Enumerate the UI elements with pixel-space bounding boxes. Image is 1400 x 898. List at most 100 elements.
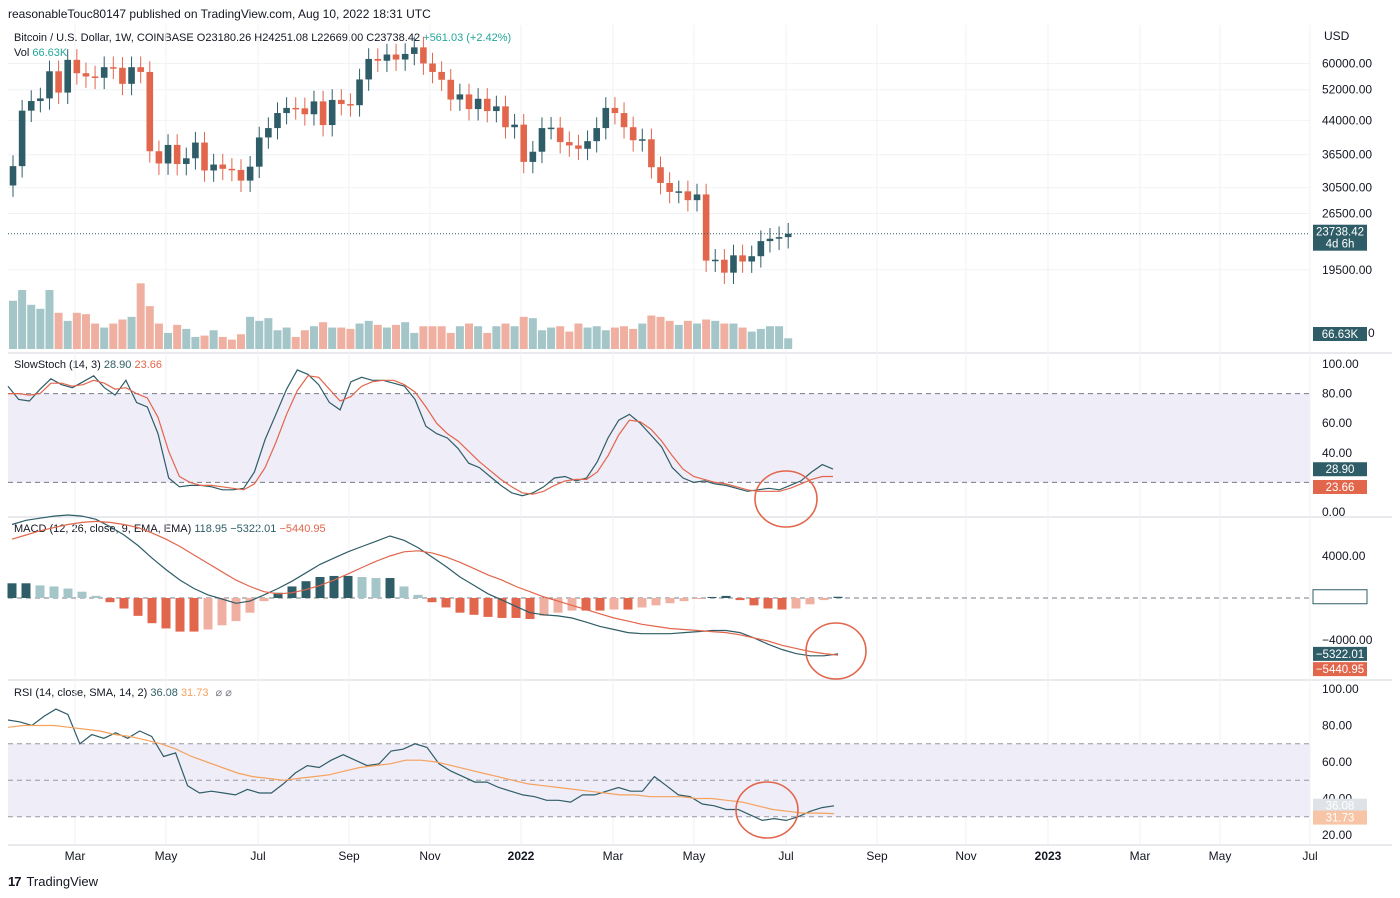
- stoch-d-tag-bg: [1313, 479, 1367, 494]
- candle-body: [201, 142, 208, 171]
- volume-bar: [328, 327, 337, 349]
- volume-value: 66.63K: [32, 47, 68, 59]
- candle-body: [164, 144, 172, 164]
- candle-body: [784, 233, 792, 238]
- volume-bar: [574, 323, 583, 349]
- candle-body: [228, 168, 236, 171]
- macd-hist-bar: [413, 594, 423, 598]
- candle-body: [292, 107, 300, 110]
- candle-body: [657, 167, 664, 183]
- rsi-tick-label: 20.00: [1322, 828, 1352, 842]
- published-header: reasonableTouc80147 published on Trading…: [8, 7, 431, 21]
- macd-hist-bar: [595, 598, 605, 611]
- candle-body: [55, 71, 62, 93]
- volume-axis-partial: 0: [1368, 326, 1375, 340]
- macd-hist-bar: [189, 598, 199, 632]
- macd-hist-bar: [581, 598, 591, 611]
- volume-bar: [227, 339, 236, 349]
- candle-body: [110, 67, 117, 69]
- candle-body: [547, 127, 555, 130]
- visibility-icons[interactable]: ⌀ ⌀: [215, 687, 232, 699]
- macd-hist-bar: [175, 598, 185, 632]
- stoch-legend[interactable]: SlowStoch (14, 3) 28.90 23.66: [14, 359, 162, 371]
- footer-brand-label: TradingView: [26, 874, 99, 889]
- price-legend[interactable]: Bitcoin / U.S. Dollar, 1W, COINBASE O231…: [14, 32, 511, 44]
- macd-hist-bar: [273, 592, 283, 598]
- candle-body: [82, 73, 90, 77]
- macd-hist-bar: [385, 578, 395, 598]
- candle-body: [511, 124, 518, 128]
- candle-body: [611, 107, 619, 114]
- volume-legend[interactable]: Vol 66.63K: [14, 47, 67, 59]
- macd-hist-bar: [105, 598, 115, 603]
- candle-body: [502, 106, 509, 128]
- candle-body: [693, 194, 701, 201]
- volume-bar: [209, 330, 218, 349]
- macd-hist-bar: [161, 598, 171, 629]
- macd-hist-bar: [735, 598, 745, 601]
- macd-title[interactable]: MACD (12, 26, close, 9, EMA, EMA): [14, 523, 192, 535]
- volume-bar: [419, 326, 428, 349]
- time-tick-label: May: [683, 849, 706, 863]
- candle-body: [711, 259, 719, 262]
- stoch-k-value: 28.90: [103, 359, 132, 371]
- macd-legend[interactable]: MACD (12, 26, close, 9, EMA, EMA) 118.95…: [14, 523, 326, 535]
- candle-body: [420, 47, 427, 64]
- volume-bar: [309, 326, 318, 349]
- stoch-tick-label: 0.00: [1322, 505, 1346, 519]
- macd-hist-bar: [553, 598, 563, 613]
- macd-hist-bar: [819, 598, 829, 601]
- volume-bar: [9, 300, 17, 349]
- candle-body: [265, 128, 272, 138]
- rsi-legend[interactable]: RSI (14, close, SMA, 14, 2) 36.08 31.73 …: [14, 686, 232, 699]
- footer-brand[interactable]: 17 TradingView: [8, 874, 98, 889]
- volume-bar: [346, 328, 355, 349]
- volume-bar: [191, 336, 200, 349]
- candle-body: [648, 139, 655, 168]
- candle-body: [410, 47, 418, 54]
- candle-body: [401, 53, 409, 60]
- stoch-d-value: 23.66: [134, 359, 163, 371]
- candle-body: [64, 59, 72, 93]
- rsi-tick-label: 80.00: [1322, 719, 1352, 733]
- stoch-tick-label: 80.00: [1322, 387, 1352, 401]
- candle-body: [529, 151, 537, 162]
- candle-body: [274, 113, 281, 129]
- candle-body: [757, 241, 765, 257]
- volume-bar: [27, 304, 36, 349]
- volume-bar: [118, 319, 127, 349]
- macd-hist-bar: [693, 598, 703, 600]
- macd-tick-label: 4000.00: [1322, 549, 1366, 563]
- candle-body: [310, 101, 318, 115]
- macd-hist-tag: 118.95: [1323, 592, 1357, 604]
- macd-hist-bar: [721, 595, 731, 598]
- candle-body: [456, 94, 464, 100]
- volume-bar: [200, 335, 209, 349]
- volume-bar: [693, 323, 701, 349]
- candle-body: [283, 107, 290, 114]
- volume-bar: [455, 326, 464, 349]
- candle-body: [429, 63, 436, 72]
- volume-bar: [246, 316, 255, 349]
- candle-body: [575, 145, 582, 149]
- stoch-title[interactable]: SlowStoch (14, 3): [14, 359, 101, 371]
- macd-hist-bar: [259, 598, 269, 602]
- macd-tag-bg: [1313, 646, 1367, 661]
- volume-bar: [136, 283, 145, 349]
- macd-hist-bar: [567, 598, 577, 611]
- time-tick-label: 2023: [1035, 849, 1062, 863]
- stoch-tick-label: 40.00: [1322, 446, 1352, 460]
- candle-body: [100, 67, 108, 78]
- volume-bar: [127, 316, 136, 349]
- macd-value: −5322.01: [230, 523, 277, 535]
- volume-bar: [109, 323, 118, 349]
- rsi-title[interactable]: RSI (14, close, SMA, 14, 2): [14, 687, 148, 699]
- macd-signal-tag: −5440.95: [1316, 664, 1364, 676]
- volume-bar: [765, 326, 774, 349]
- macd-hist-bar: [455, 598, 465, 613]
- volume-bar: [756, 328, 765, 349]
- volume-bar: [665, 320, 674, 349]
- candle-body: [721, 259, 728, 273]
- symbol-title[interactable]: Bitcoin / U.S. Dollar, 1W, COINBASE: [14, 32, 194, 44]
